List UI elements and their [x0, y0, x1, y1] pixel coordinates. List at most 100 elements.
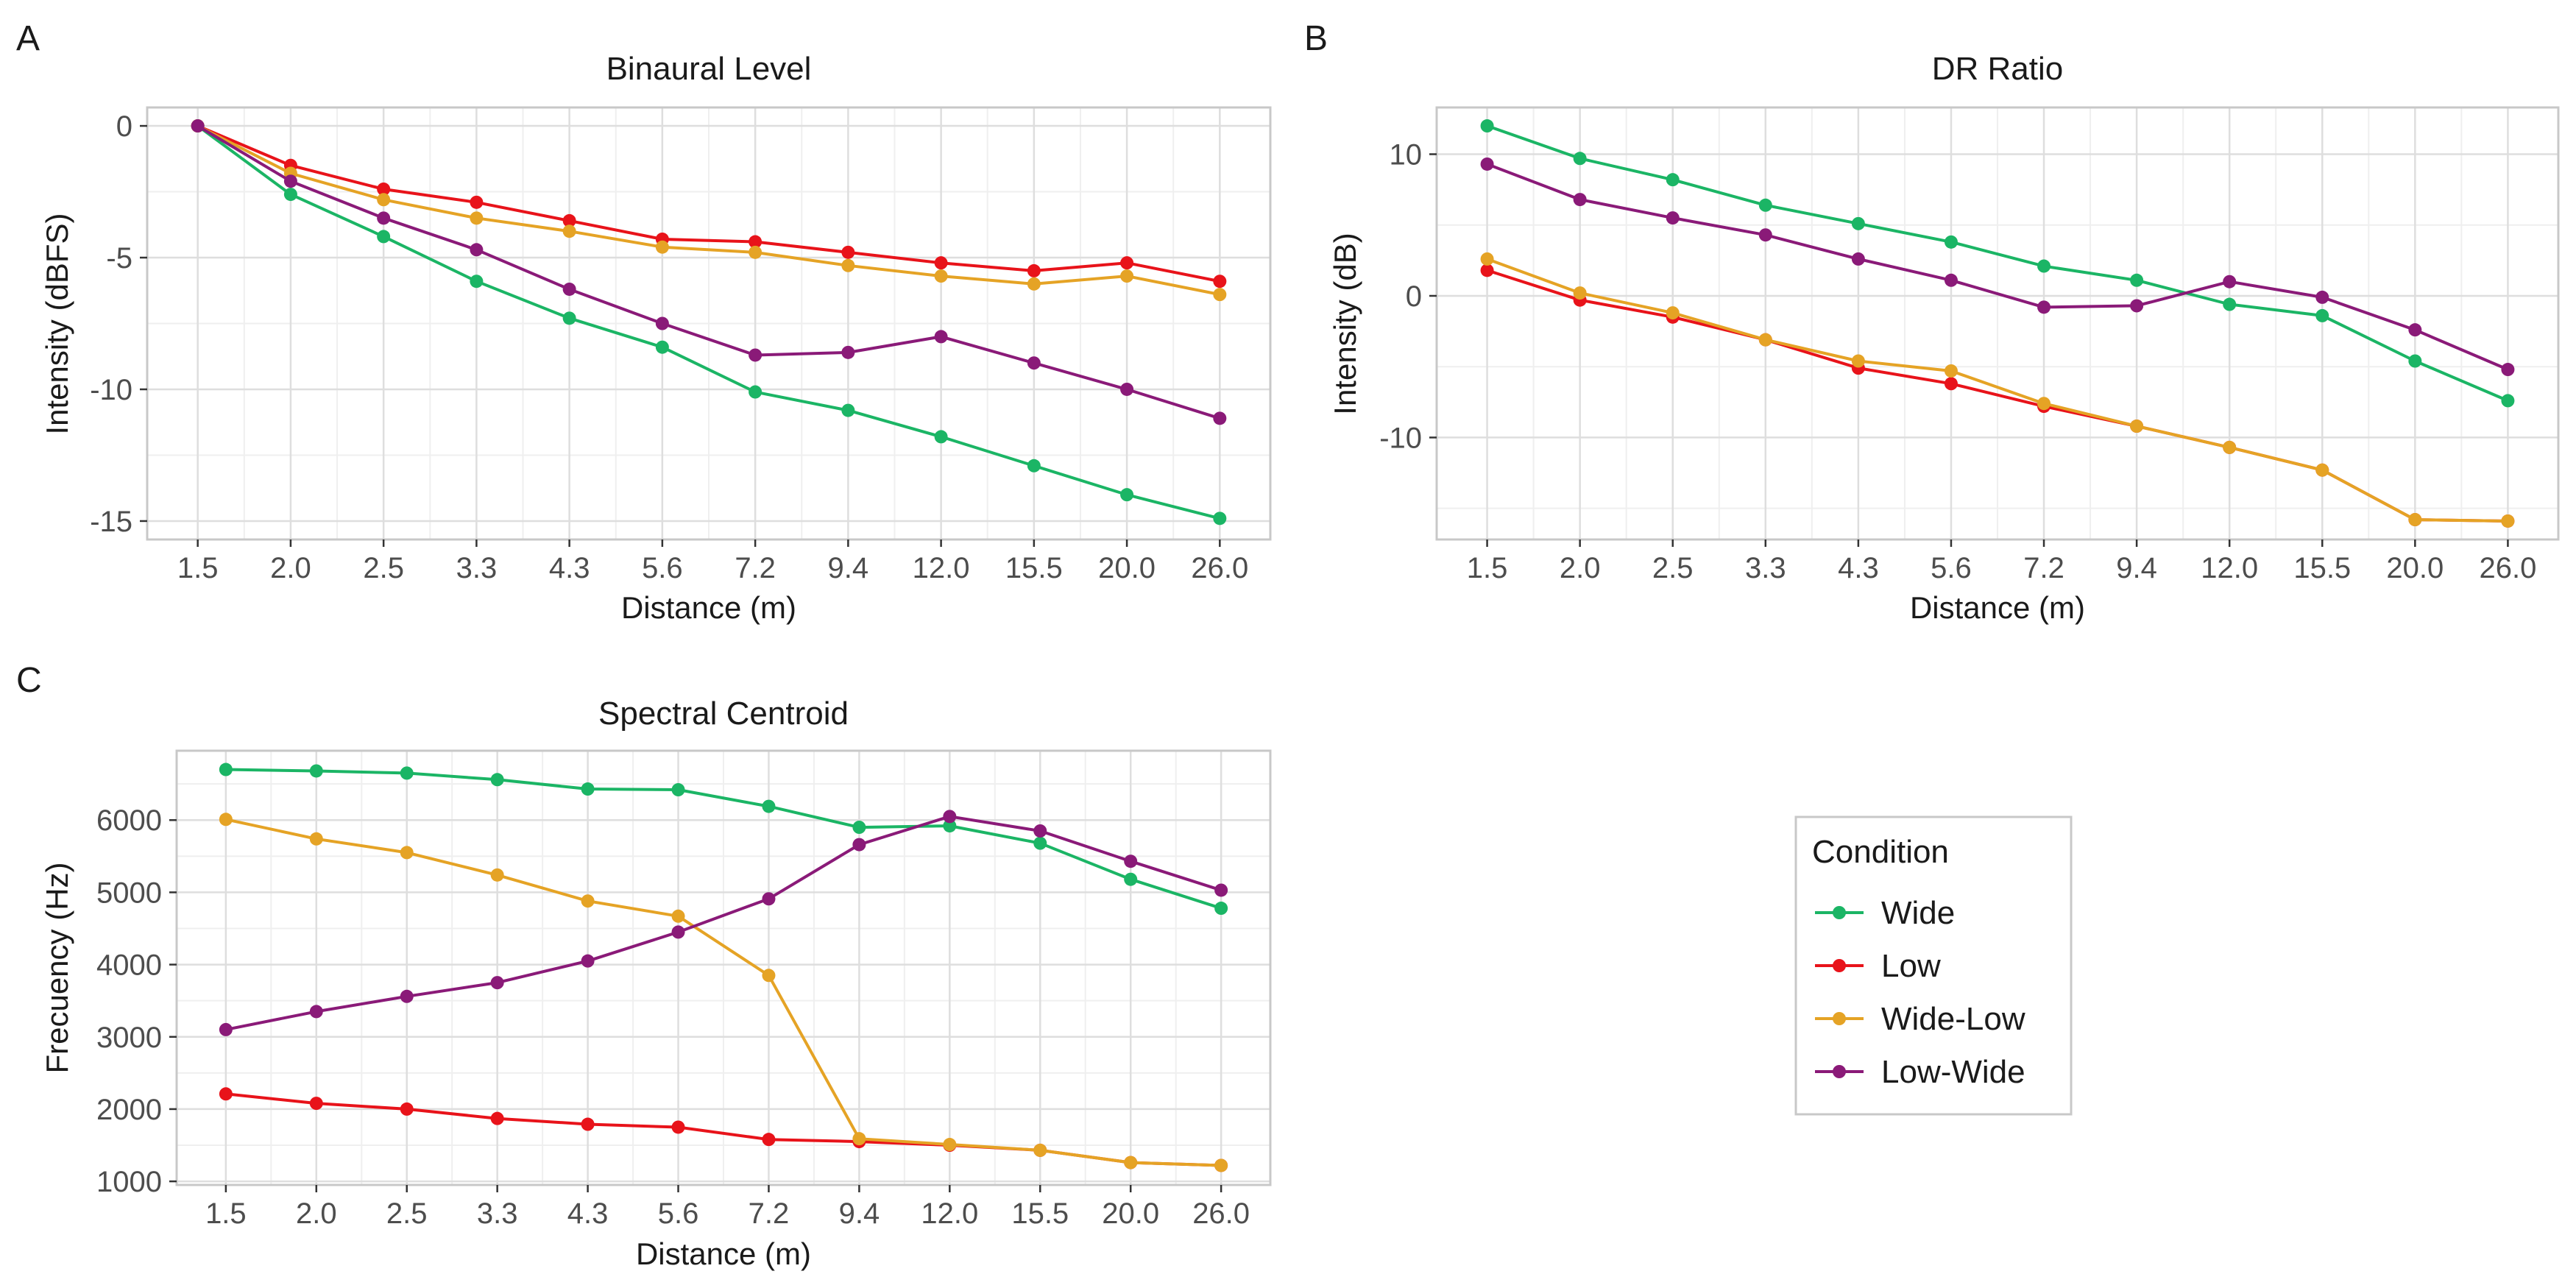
data-point-wide — [671, 783, 685, 797]
data-point-low — [1944, 377, 1958, 391]
x-tick-label: 2.0 — [270, 552, 311, 584]
series-line-wide-low — [225, 818, 1222, 1167]
data-point-low-wide — [934, 330, 948, 344]
data-point-wide-low — [2501, 514, 2515, 528]
data-point-wide-low — [671, 909, 685, 923]
data-point-low-wide — [1033, 824, 1047, 838]
data-point-low — [219, 1087, 233, 1101]
data-point-wide — [400, 766, 414, 780]
data-point-wide — [490, 773, 504, 787]
plot-area-frame — [146, 106, 1272, 541]
series-line-low-wide — [1486, 163, 2509, 371]
data-point-wide — [2037, 259, 2051, 273]
legend-item-wide: Wide — [1815, 895, 1955, 931]
y-tick-label: 5000 — [96, 877, 162, 909]
x-tick-label: 5.6 — [642, 552, 683, 584]
data-point-wide-low — [2037, 397, 2051, 411]
data-point-wide — [2315, 308, 2329, 322]
data-point-low — [1027, 263, 1041, 277]
data-point-low-wide — [1214, 883, 1228, 897]
data-point-wide-low — [1666, 306, 1680, 320]
data-point-wide-low — [2223, 440, 2237, 454]
data-point-low — [490, 1111, 504, 1125]
data-point-wide — [852, 821, 866, 835]
data-point-low-wide — [2315, 290, 2329, 304]
y-tick-label: -10 — [1379, 422, 1422, 454]
data-point-low-wide — [2223, 275, 2237, 289]
x-tick-label: 15.5 — [2293, 552, 2351, 584]
data-point-low-wide — [283, 174, 297, 188]
legend-label: Wide — [1881, 895, 1955, 931]
data-point-wide-low — [655, 240, 669, 254]
data-point-wide-low — [934, 269, 948, 283]
x-tick-label: 26.0 — [1192, 1197, 1250, 1230]
data-point-wide — [943, 819, 957, 833]
series-line-low — [197, 124, 1220, 283]
data-point-low-wide — [490, 976, 504, 990]
panel-tag-b: B — [1304, 19, 1328, 58]
data-point-low — [470, 195, 484, 209]
legend-key-point — [1833, 959, 1846, 972]
data-point-low-wide — [2130, 299, 2144, 313]
data-point-low-wide — [470, 243, 484, 257]
data-point-wide-low — [470, 211, 484, 225]
data-point-wide — [377, 230, 391, 244]
data-point-low-wide — [1666, 211, 1680, 225]
data-point-low — [671, 1120, 685, 1134]
y-axis-label: Intensity (dB) — [1328, 233, 1362, 414]
data-point-low-wide — [1851, 252, 1865, 266]
data-point-low-wide — [852, 838, 866, 852]
panel-tag-a: A — [16, 19, 40, 58]
data-point-low — [1120, 256, 1134, 270]
series-line-low-wide — [225, 815, 1222, 1031]
data-point-low-wide — [2501, 363, 2515, 377]
data-point-low-wide — [2037, 300, 2051, 314]
data-point-wide-low — [1214, 1158, 1228, 1172]
x-tick-label: 12.0 — [913, 552, 970, 584]
data-point-low-wide — [1124, 854, 1138, 868]
data-point-low — [377, 182, 391, 196]
legend-label: Wide-Low — [1881, 1001, 2025, 1037]
x-axis-label: Distance (m) — [621, 590, 796, 625]
data-point-wide — [219, 762, 233, 776]
data-point-wide — [1120, 488, 1134, 502]
data-point-low — [1213, 275, 1227, 289]
data-point-wide — [1480, 119, 1494, 133]
data-point-low-wide — [2408, 323, 2422, 337]
data-point-low-wide — [749, 348, 762, 362]
x-tick-label: 20.0 — [1098, 552, 1156, 584]
data-point-low-wide — [762, 892, 776, 906]
x-tick-label: 2.5 — [363, 552, 404, 584]
chart-panel-dr-ratio: DR Ratio 10 0 -10 1.5 2.0 2.5 3.3 4.3 5.6 7.2 9.4… — [1328, 51, 2560, 625]
legend-item-low-wide: Low-Wide — [1815, 1054, 2025, 1090]
x-tick-label: 3.3 — [456, 552, 498, 584]
y-tick-label: 10 — [1390, 139, 1423, 171]
y-tick-label: -5 — [106, 242, 132, 275]
data-point-wide — [2223, 297, 2237, 311]
data-point-wide-low — [852, 1132, 866, 1146]
chart-title: Spectral Centroid — [598, 696, 849, 732]
series-line-low-wide — [197, 124, 1220, 420]
x-tick-label: 15.5 — [1011, 1197, 1069, 1230]
chart-panel-binaural-level: Binaural Level 0 -5 -10 -15 1.5 2.0 2.5 3.3 4.3… — [40, 51, 1272, 625]
data-point-wide — [2408, 354, 2422, 368]
data-point-low-wide — [1758, 228, 1772, 242]
data-point-wide-low — [1851, 354, 1865, 368]
data-point-wide — [749, 385, 762, 399]
data-point-low — [309, 1097, 323, 1111]
x-axis-label: Distance (m) — [1910, 590, 2085, 625]
data-point-wide — [934, 430, 948, 444]
data-point-wide-low — [2408, 513, 2422, 527]
x-tick-label: 4.3 — [567, 1197, 609, 1230]
data-point-low-wide — [841, 345, 855, 359]
legend-key-point — [1833, 1065, 1846, 1078]
x-tick-label: 1.5 — [1467, 552, 1508, 584]
data-point-wide — [762, 799, 776, 813]
data-point-wide — [2130, 273, 2144, 287]
data-point-low-wide — [1120, 382, 1134, 396]
legend-label: Low — [1881, 948, 1941, 984]
data-point-low — [749, 235, 762, 249]
data-point-wide-low — [1033, 1143, 1047, 1157]
data-point-wide-low — [841, 258, 855, 272]
data-point-wide-low — [219, 813, 233, 827]
